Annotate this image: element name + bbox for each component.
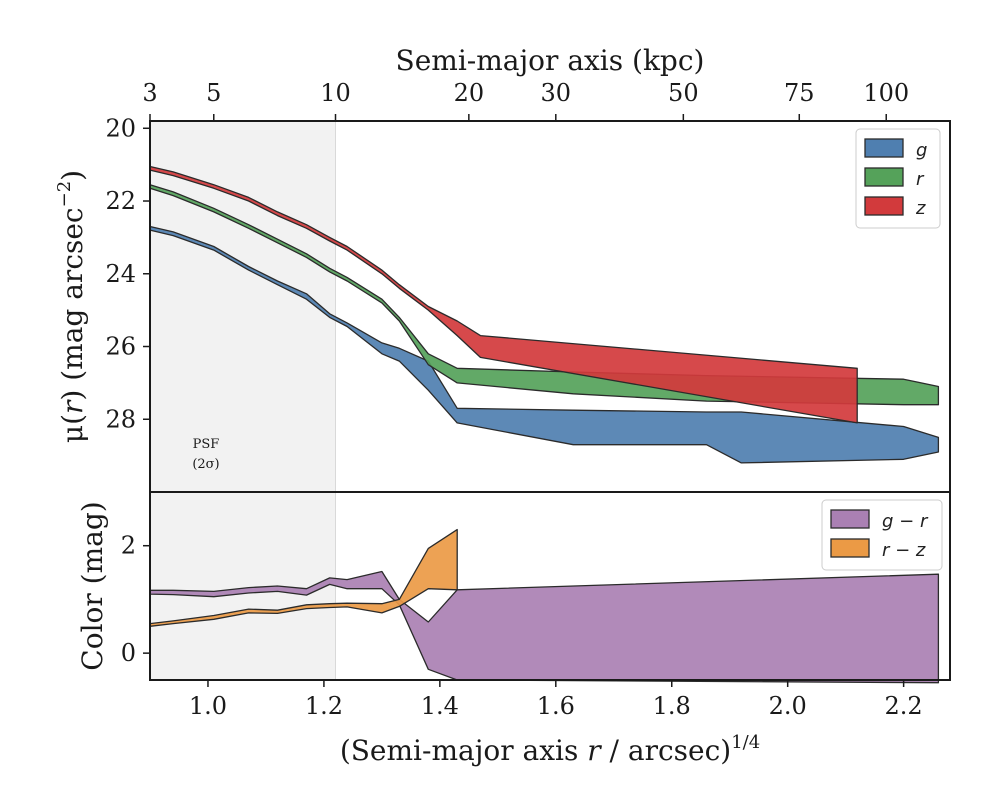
y-tick-label: 0 [121, 639, 136, 667]
y-tick-label: 20 [105, 114, 136, 142]
top-x-tick-label: 100 [863, 79, 909, 107]
color-y-axis-label: Color (mag) [76, 501, 109, 670]
series-g-band [149, 225, 940, 464]
psf-label-line2: (2σ) [192, 457, 219, 472]
top-x-tick-label: 5 [206, 79, 221, 107]
x-label-main: (Semi-major axis [340, 734, 587, 767]
y-label-part: ) (mag arcsec [56, 207, 89, 400]
series-gr-band [149, 570, 940, 684]
legend-label: g [916, 140, 927, 161]
legend-swatch [864, 138, 904, 158]
top-x-tick-label: 30 [541, 79, 572, 107]
color-panel: 02 1.0 1.2 1.4 1.6 1.8 2.0 2.2 Color (mag) (Se… [76, 491, 951, 767]
sb-series-group [149, 165, 940, 464]
x-tick-label: 2.0 [769, 692, 807, 720]
y-tick-label: 22 [105, 187, 136, 215]
y-label-part: μ( [56, 414, 89, 443]
series-rz-band [149, 528, 458, 627]
color-axes-frame [149, 491, 951, 681]
top-x-tick-label: 20 [454, 79, 485, 107]
color-series-group [149, 528, 940, 684]
legend-swatch [830, 509, 870, 529]
sb-top-x-ticks: 3 5 10 20 30 50 75 100 [142, 79, 909, 121]
y-label-part: ) [56, 170, 89, 181]
psf-label: PSF (2σ) [192, 437, 219, 472]
color-y-ticks: 02 [121, 532, 150, 667]
x-tick-label: 1.6 [537, 692, 575, 720]
color-legend: g − r r − z [821, 499, 943, 571]
psf-label-line1: PSF [193, 437, 220, 452]
legend-swatch [830, 538, 870, 558]
sb-legend: grz [855, 128, 941, 229]
x-tick-label: 1.8 [653, 692, 691, 720]
sb-y-axis-label: μ(r) (mag arcsec−2) [54, 170, 89, 443]
top-x-tick-label: 75 [784, 79, 815, 107]
surface-brightness-panel: 20 22 24 26 28 3 5 10 20 30 50 75 100 Semi-major ax… [54, 44, 951, 493]
top-x-tick-label: 10 [320, 79, 351, 107]
y-tick-label: 26 [105, 333, 136, 361]
y-tick-label: 2 [121, 532, 136, 560]
x-tick-label: 1.4 [421, 692, 459, 720]
y-tick-label: 24 [105, 260, 136, 288]
x-label-exponent: 1/4 [731, 732, 760, 753]
legend-swatch [864, 196, 904, 216]
x-tick-label: 2.2 [885, 692, 923, 720]
y-tick-label: 28 [105, 405, 136, 433]
legend-swatch [864, 167, 904, 187]
top-x-tick-label: 3 [142, 79, 157, 107]
top-x-tick-label: 50 [668, 79, 699, 107]
legend-label: r − z [882, 540, 926, 561]
x-label-variable: r [587, 734, 602, 767]
series-r-band [149, 184, 940, 406]
legend-label: r [916, 169, 925, 190]
legend-label: g − r [882, 511, 929, 532]
sb-y-ticks: 20 22 24 26 28 [105, 114, 150, 433]
psf-shaded-region [150, 492, 336, 680]
x-tick-label: 1.2 [305, 692, 343, 720]
series-z-band [149, 165, 858, 424]
y-label-part: r [56, 399, 89, 414]
bottom-x-axis-label: (Semi-major axis r / arcsec)1/4 [340, 732, 760, 767]
color-x-ticks: 1.0 1.2 1.4 1.6 1.8 2.0 2.2 [189, 680, 923, 720]
x-label-rest: / arcsec) [601, 734, 732, 767]
y-label-part: −2 [54, 181, 75, 208]
legend-label: z [915, 198, 926, 219]
top-x-axis-label: Semi-major axis (kpc) [396, 44, 705, 77]
psf-shaded-region [150, 121, 336, 492]
x-tick-label: 1.0 [189, 692, 227, 720]
